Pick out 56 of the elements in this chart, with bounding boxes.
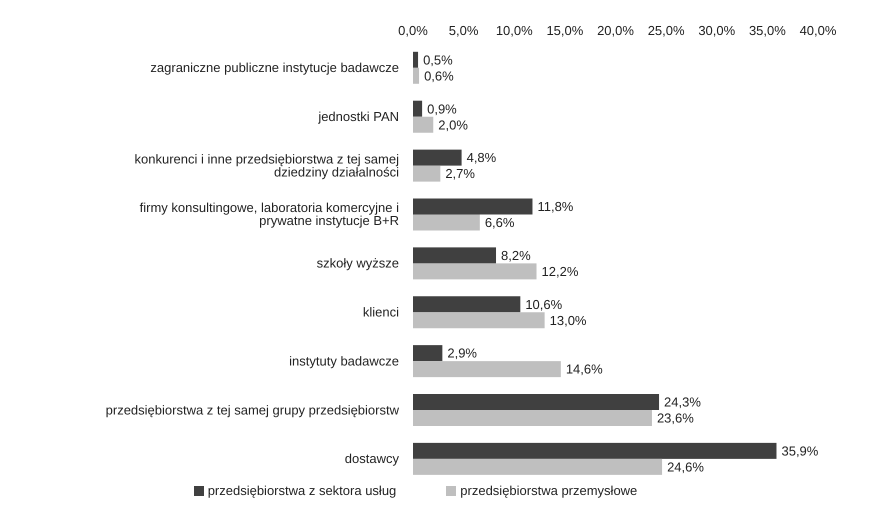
x-tick-label: 15,0%	[546, 23, 584, 38]
y-tick-label: dostawcy	[344, 451, 400, 466]
x-tick-label: 35,0%	[748, 23, 786, 38]
bar	[413, 394, 660, 410]
x-tick-label: 0,0%	[398, 23, 428, 38]
bar	[413, 263, 537, 280]
data-label: 6,6%	[484, 215, 515, 230]
data-label: 2,7%	[445, 166, 476, 182]
data-label: 10,6%	[525, 296, 563, 312]
bar	[413, 150, 462, 166]
data-label: 23,6%	[656, 410, 694, 426]
data-label: 14,6%	[566, 362, 604, 377]
bar	[413, 166, 440, 182]
x-tick-label: 25,0%	[648, 23, 685, 38]
y-tick-label: instytuty badawcze	[289, 353, 399, 368]
bar	[413, 442, 776, 459]
legend-label: przedsiębiorstwa przemysłowe	[460, 483, 638, 498]
bar	[413, 68, 420, 84]
data-label: 12,2%	[542, 264, 579, 279]
x-tick-label: 30,0%	[698, 23, 736, 38]
y-tick-label: zagraniczne publiczne instytucje badawcze	[150, 60, 399, 76]
bar	[413, 458, 662, 475]
data-label: 0,9%	[427, 101, 458, 116]
bar	[413, 247, 496, 264]
bar	[413, 345, 442, 362]
y-tick-label: klienci	[362, 304, 400, 320]
bar	[413, 100, 422, 117]
data-label: 0,5%	[423, 52, 454, 68]
data-label: 13,0%	[550, 312, 587, 328]
data-label: 0,6%	[424, 68, 454, 84]
bar	[413, 312, 545, 328]
y-tick-label: firmy konsultingowe, laboratoria komercyjne i prywatne instytucje B+R	[140, 200, 400, 228]
data-label: 2,9%	[447, 346, 478, 361]
bar	[413, 116, 434, 133]
data-label: 11,8%	[537, 199, 574, 214]
data-label: 35,9%	[781, 444, 819, 459]
bar	[413, 52, 418, 68]
x-tick-label: 20,0%	[597, 23, 634, 38]
data-label: 24,3%	[664, 394, 702, 410]
y-tick-label: przedsiębiorstwa z tej samej grupy przedsiębiorstw	[106, 402, 400, 418]
bar	[413, 361, 561, 378]
legend-label: przedsiębiorstwa z sektora usług	[208, 483, 396, 498]
x-tick-label: 5,0%	[448, 23, 479, 38]
data-label: 2,0%	[438, 117, 468, 132]
data-label: 8,2%	[501, 248, 532, 263]
bar	[413, 198, 532, 214]
y-tick-label: konkurenci i inne przedsiębiorstwa z tej samej dziedziny działalności	[134, 151, 400, 180]
bar	[413, 296, 520, 312]
y-tick-label: szkoły wyższe	[316, 256, 399, 271]
x-tick-label: 40,0%	[800, 23, 837, 38]
data-label: 24,6%	[667, 460, 704, 475]
bar	[413, 214, 480, 230]
bar	[413, 410, 652, 426]
data-label: 4,8%	[466, 150, 497, 166]
x-tick-label: 10,0%	[496, 23, 534, 38]
y-tick-label: jednostki PAN	[317, 108, 399, 124]
